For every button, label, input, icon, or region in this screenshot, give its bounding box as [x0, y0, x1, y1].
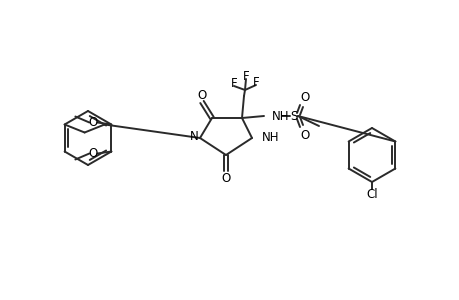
Text: S: S [290, 110, 297, 122]
Text: O: O [89, 116, 98, 129]
Text: NH: NH [262, 130, 279, 143]
Text: NH: NH [271, 110, 289, 122]
Text: F: F [242, 70, 249, 83]
Text: O: O [197, 88, 206, 101]
Text: F: F [230, 76, 237, 89]
Text: O: O [300, 128, 309, 142]
Text: O: O [89, 147, 98, 160]
Text: N: N [189, 130, 198, 142]
Text: O: O [221, 172, 230, 184]
Text: Cl: Cl [365, 188, 377, 202]
Text: O: O [300, 91, 309, 103]
Text: F: F [252, 76, 259, 88]
